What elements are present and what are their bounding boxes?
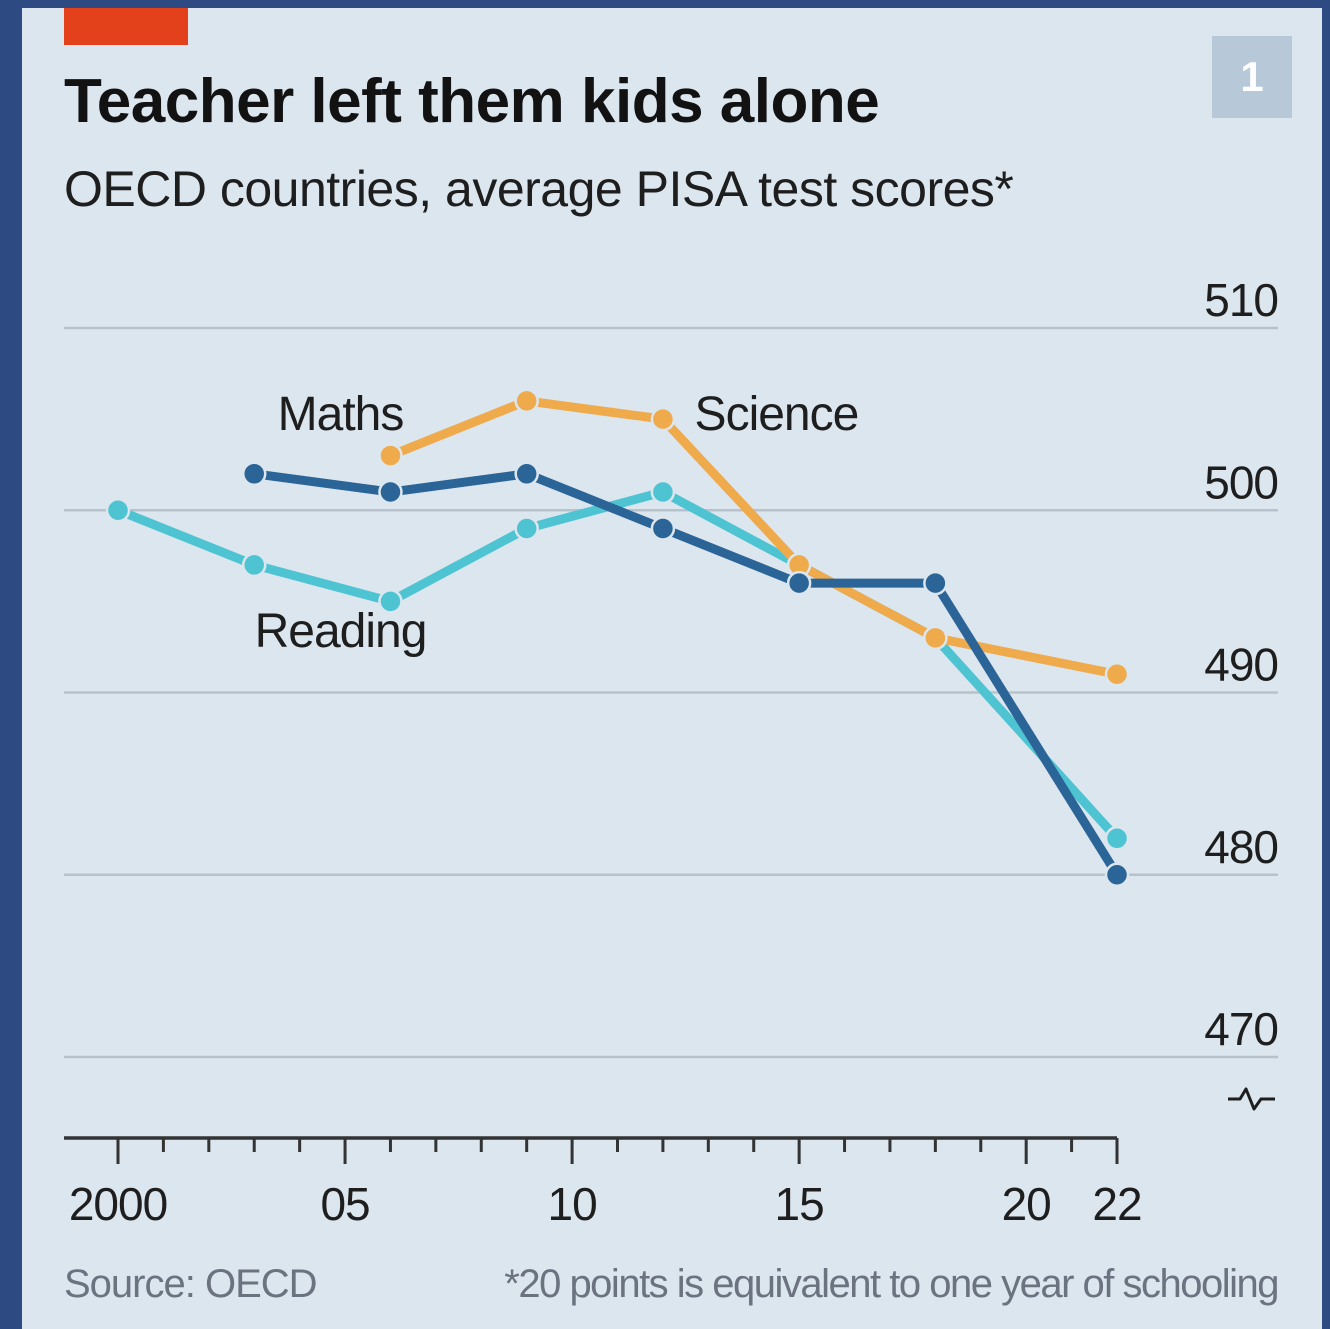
maths-series-label: Maths bbox=[278, 388, 404, 441]
science-point-2022 bbox=[1104, 662, 1130, 687]
maths-point-2015 bbox=[786, 570, 812, 596]
x-tick-label-20: 20 bbox=[1002, 1178, 1051, 1230]
maths-point-2009 bbox=[514, 461, 539, 487]
reading-line bbox=[113, 487, 1122, 843]
maths-point-2018 bbox=[923, 570, 948, 596]
science-line bbox=[385, 396, 1122, 679]
science-point-2006 bbox=[378, 443, 403, 468]
x-tick-label-15: 15 bbox=[775, 1178, 824, 1230]
science-point-2009 bbox=[514, 388, 539, 414]
reading-point-2003 bbox=[241, 552, 267, 578]
chart-panel: 1 Teacher left them kids alone OECD coun… bbox=[22, 8, 1322, 1329]
reading-point-2000 bbox=[105, 498, 131, 523]
y-tick-label-500: 500 bbox=[1204, 456, 1278, 508]
chart-subtitle: OECD countries, average PISA test scores… bbox=[64, 161, 1014, 217]
science-point-2012 bbox=[650, 406, 676, 432]
x-tick-label-2000: 2000 bbox=[69, 1178, 167, 1230]
source-note: Source: OECD bbox=[64, 1262, 318, 1306]
science-series-label: Science bbox=[695, 388, 859, 441]
red-brand-tag bbox=[64, 8, 188, 45]
reading-point-2009 bbox=[514, 516, 539, 541]
axis-break-icon bbox=[1228, 1087, 1275, 1111]
y-tick-label-480: 480 bbox=[1204, 821, 1278, 873]
y-tick-label-510: 510 bbox=[1204, 274, 1278, 326]
maths-point-2022 bbox=[1104, 862, 1130, 887]
y-tick-label-490: 490 bbox=[1204, 639, 1278, 691]
x-tick-label-22: 22 bbox=[1092, 1178, 1141, 1230]
chart-number-badge: 1 bbox=[1212, 36, 1292, 118]
footnote: *20 points is equivalent to one year of … bbox=[504, 1262, 1279, 1306]
y-tick-label-470: 470 bbox=[1204, 1003, 1278, 1055]
science-point-2018 bbox=[923, 625, 948, 651]
reading-series-label: Reading bbox=[255, 605, 427, 658]
maths-line bbox=[249, 469, 1122, 880]
chart-title: Teacher left them kids alone bbox=[64, 67, 880, 136]
reading-point-2022 bbox=[1104, 826, 1130, 851]
line-chart: 510 500 490 480 470 2000 05 10 15 20 22 Reading Scie… bbox=[64, 274, 1279, 1230]
x-tick-label-10: 10 bbox=[548, 1178, 597, 1230]
maths-point-2006 bbox=[378, 479, 403, 505]
maths-point-2003 bbox=[241, 461, 267, 487]
reading-point-2006 bbox=[378, 589, 403, 614]
reading-point-2012 bbox=[650, 479, 676, 505]
maths-point-2012 bbox=[650, 516, 676, 541]
x-tick-label-05: 05 bbox=[320, 1178, 369, 1230]
